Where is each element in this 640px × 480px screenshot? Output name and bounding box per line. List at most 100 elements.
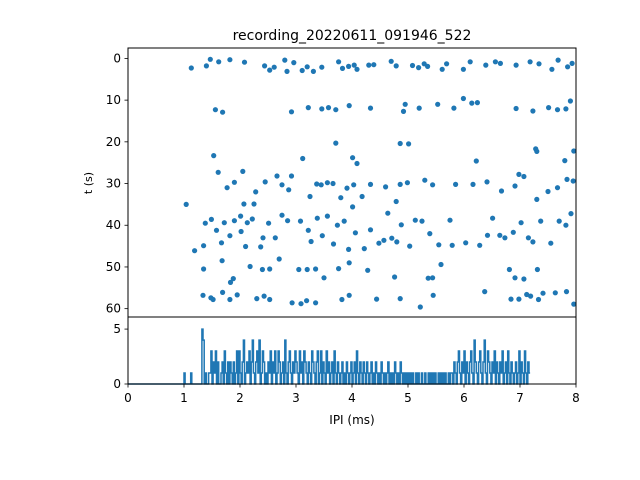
raster-point [483,62,489,68]
raster-point [430,292,436,298]
raster-point [279,182,285,188]
raster-point [425,63,431,69]
raster-point [449,242,455,248]
raster-point [536,61,542,67]
histogram-x-tick-label: 7 [516,391,524,405]
raster-point [393,63,399,69]
raster-point [203,63,209,69]
raster-point [389,235,395,241]
raster-point [231,179,237,185]
raster-point [366,62,372,68]
raster-point [513,62,519,68]
raster-point [346,103,352,109]
raster-point [552,290,558,296]
raster-point [567,98,574,104]
raster-point [490,215,496,221]
raster-points [183,56,577,310]
raster-point [436,242,442,248]
raster-point [402,101,408,107]
raster-point [207,56,213,62]
raster-point [473,158,479,164]
raster-point [259,266,265,273]
raster-point [284,68,290,74]
raster-point [361,246,367,252]
raster-point [300,155,306,162]
raster-point [482,289,488,295]
raster-point [354,66,360,72]
raster-point [241,201,247,207]
raster-point [453,181,459,187]
raster-point [297,218,304,224]
raster-point [210,296,216,303]
raster-point [219,258,225,264]
raster-point [244,220,250,226]
histogram-x-tick-label: 2 [236,391,244,405]
raster-point [231,218,237,224]
raster-point [183,201,189,207]
raster-point [538,218,544,224]
raster-point [534,266,541,273]
raster-point [484,179,490,185]
raster-point [346,63,352,69]
raster-point [350,155,356,161]
raster-point [272,235,278,241]
raster-point [397,181,403,187]
raster-point [540,290,546,296]
raster-point [407,243,413,249]
raster-point [200,292,206,298]
raster-point [314,181,320,187]
histogram-line [128,328,531,385]
raster-point [271,64,277,70]
raster-point [251,201,257,207]
raster-point [497,232,503,238]
raster-point [549,66,555,72]
raster-point [346,292,352,298]
raster-point [227,296,233,303]
raster-point [430,182,436,188]
raster-point [460,95,466,102]
raster-point [530,239,536,245]
raster-point [274,173,280,179]
raster-point [474,100,480,106]
histogram-x-tick-label: 1 [180,391,188,405]
raster-point [535,296,542,303]
raster-point [330,241,337,247]
raster-point [339,65,346,71]
raster-point [339,296,345,303]
raster-point [319,106,325,112]
raster-point [286,187,292,193]
raster-point [313,300,319,306]
raster-y-tick-label: 60 [106,302,121,316]
raster-point [230,276,236,282]
raster-point [367,181,374,187]
raster-point [289,300,295,306]
raster-point [397,140,403,147]
raster-point [400,108,407,114]
raster-point [530,108,536,114]
raster-point [425,275,431,281]
raster-point [352,230,358,236]
raster-point [470,181,476,187]
raster-point [341,218,347,224]
raster-point [528,293,534,299]
raster-point [554,107,561,113]
raster-point [243,243,249,250]
raster-point [285,218,291,224]
raster-point [419,218,425,224]
raster-point [208,216,214,222]
raster-point [338,195,344,201]
raster-point [249,216,255,222]
raster-point [307,193,313,200]
raster-point [569,60,575,66]
raster-point [545,188,551,195]
raster-point [247,263,253,270]
raster-point [439,66,445,72]
histogram-x-tick-label: 6 [460,391,468,405]
raster-y-tick-label: 10 [106,93,121,107]
raster-point [492,59,498,65]
raster-point [319,64,325,70]
raster-point [383,184,389,190]
raster-point [571,301,577,307]
raster-point [521,276,527,282]
